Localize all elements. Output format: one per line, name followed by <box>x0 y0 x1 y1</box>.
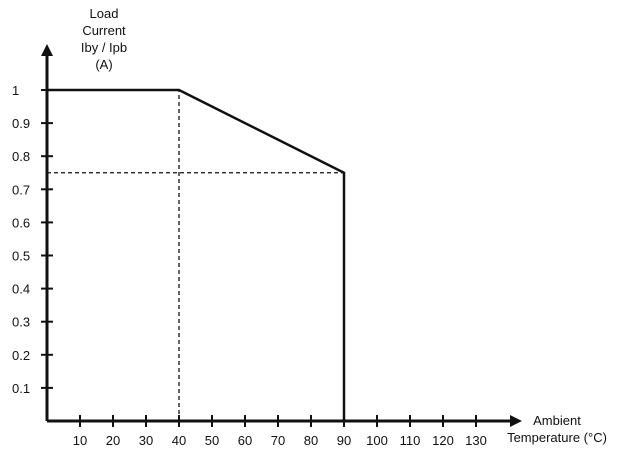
x-axis-title: Ambient Temperature (°C) <box>507 413 607 445</box>
series <box>47 88 346 421</box>
x-axis-title-line: Ambient <box>533 413 581 428</box>
y-tick-label: 0.8 <box>12 149 30 164</box>
y-tick-label: 0.4 <box>12 282 30 297</box>
x-ticks: 10 20 30 40 50 60 70 80 90 100 110 120 130 <box>73 415 487 448</box>
y-ticks: 0.1 0.2 0.3 0.4 0.5 0.6 0.7 0.8 0.9 1 <box>12 83 53 396</box>
x-tick-label: 100 <box>366 433 388 448</box>
x-tick-label: 80 <box>304 433 318 448</box>
y-axis-title: Load Current Iby / Ipb (A) <box>81 6 127 72</box>
y-tick-label: 0.7 <box>12 182 30 197</box>
x-axis-title-line: Temperature (°C) <box>507 430 607 445</box>
x-tick-label: 10 <box>73 433 87 448</box>
y-tick-label: 0.3 <box>12 315 30 330</box>
y-tick-label: 0.1 <box>12 381 30 396</box>
y-axis-title-line: Load <box>90 6 119 21</box>
y-tick-label: 0.9 <box>12 116 30 131</box>
y-tick-label: 0.5 <box>12 249 30 264</box>
x-tick-label: 30 <box>139 433 153 448</box>
derating-curve <box>47 88 346 421</box>
y-axis-title-line: Iby / Ipb <box>81 40 127 55</box>
reference-lines <box>47 90 344 421</box>
x-tick-label: 70 <box>271 433 285 448</box>
y-tick-label: 0.6 <box>12 215 30 230</box>
y-tick-label: 1 <box>12 83 19 98</box>
x-axis-arrow <box>510 415 522 427</box>
x-tick-label: 110 <box>400 433 421 448</box>
x-tick-label: 130 <box>465 433 487 448</box>
y-axis-arrow <box>41 44 53 56</box>
y-axis-title-line: (A) <box>95 57 112 72</box>
axes <box>41 44 522 427</box>
x-tick-label: 50 <box>205 433 219 448</box>
x-tick-label: 60 <box>238 433 252 448</box>
x-tick-label: 90 <box>337 433 351 448</box>
y-axis-title-line: Current <box>82 23 126 38</box>
x-tick-label: 20 <box>106 433 120 448</box>
x-tick-label: 40 <box>172 433 186 448</box>
x-tick-label: 120 <box>432 433 454 448</box>
y-tick-label: 0.2 <box>12 348 30 363</box>
